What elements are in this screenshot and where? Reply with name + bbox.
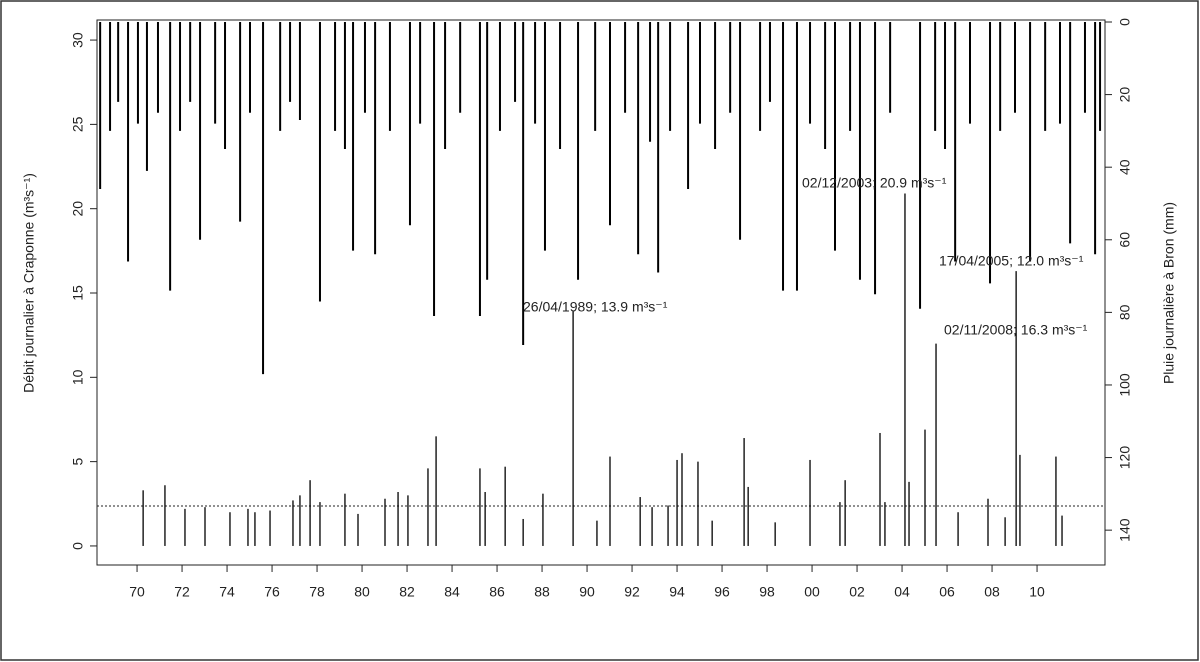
x-tick-label: 08	[984, 584, 1000, 600]
y2-tick-label: 20	[1117, 87, 1133, 103]
x-tick-label: 70	[129, 584, 145, 600]
x-tick-label: 04	[894, 584, 910, 600]
plot-box	[96, 19, 1106, 566]
y2-axis-label: Pluie journalière à Bron (mm)	[1161, 202, 1177, 384]
y2-tick-label: 0	[1117, 18, 1133, 26]
y-tick-label: 0	[70, 542, 86, 550]
x-tick-label: 94	[669, 584, 685, 600]
y2-tick-label: 60	[1117, 232, 1133, 248]
annotation: 26/04/1989; 13.9 m³s⁻¹	[523, 299, 668, 315]
x-tick-label: 82	[399, 584, 415, 600]
x-tick-label: 90	[579, 584, 595, 600]
y-tick-label: 20	[70, 201, 86, 217]
x-tick-label: 88	[534, 584, 550, 600]
x-tick-label: 86	[489, 584, 505, 600]
annotation: 02/11/2008; 16.3 m³s⁻¹	[944, 322, 1088, 338]
x-tick-label: 72	[174, 584, 190, 600]
x-tick-label: 96	[714, 584, 730, 600]
y2-tick-label: 40	[1117, 159, 1133, 175]
x-tick-label: 06	[939, 584, 955, 600]
annotation: 17/04/2005; 12.0 m³s⁻¹	[939, 253, 1084, 269]
annotation: 02/12/2003; 20.9 m³s⁻¹	[802, 175, 947, 191]
y-tick-label: 10	[70, 369, 86, 385]
x-tick-label: 74	[219, 584, 235, 600]
x-tick-label: 78	[309, 584, 325, 600]
x-tick-label: 10	[1029, 584, 1045, 600]
x-tick-label: 02	[849, 584, 865, 600]
x-tick-label: 98	[759, 584, 775, 600]
x-tick-label: 76	[264, 584, 280, 600]
y-tick-label: 15	[70, 285, 86, 301]
x-tick-label: 92	[624, 584, 640, 600]
y-tick-label: 5	[70, 458, 86, 466]
x-tick-label: 80	[354, 584, 370, 600]
x-tick-label: 84	[444, 584, 460, 600]
y-axis-label: Débit journalier à Craponne (m³s⁻¹)	[21, 173, 37, 393]
y-tick-label: 30	[70, 32, 86, 48]
y2-tick-label: 120	[1117, 446, 1133, 470]
y2-tick-label: 80	[1117, 304, 1133, 320]
y2-tick-label: 100	[1117, 373, 1133, 397]
y2-tick-label: 140	[1117, 518, 1133, 542]
y-tick-label: 25	[70, 116, 86, 132]
x-tick-label: 00	[804, 584, 820, 600]
